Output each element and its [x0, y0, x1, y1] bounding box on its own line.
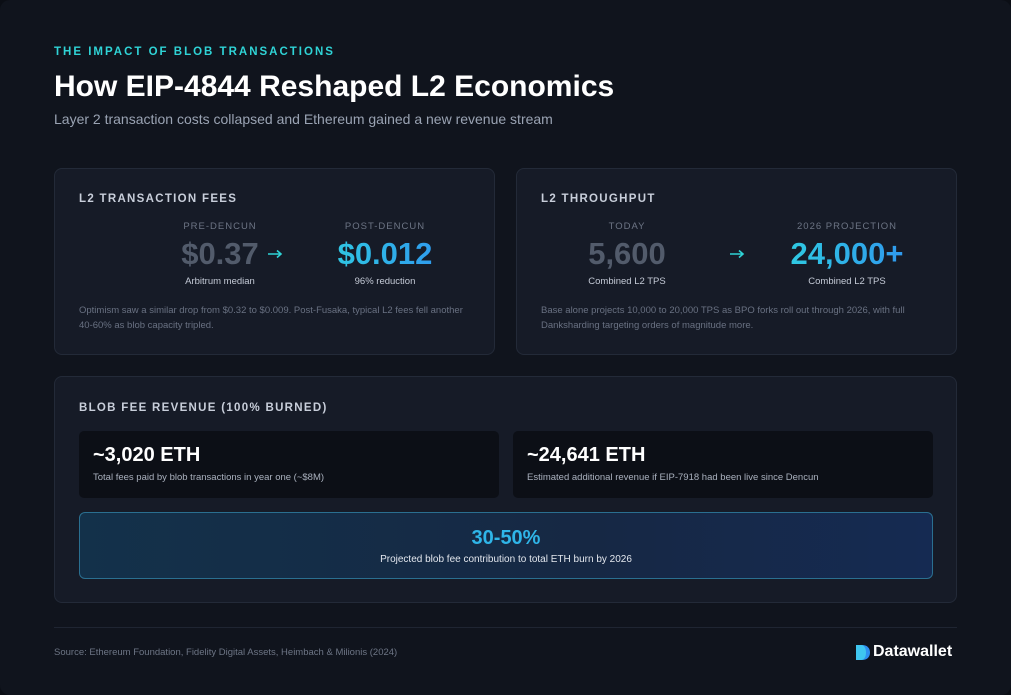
before-column: TODAY 5,600 Combined L2 TPS	[547, 221, 707, 287]
card-title: L2 TRANSACTION FEES	[79, 193, 238, 205]
stat-box: ~24,641 ETH Estimated additional revenue…	[513, 431, 933, 498]
title: How EIP-4844 Reshaped L2 Economics	[54, 70, 615, 103]
footer-rule	[54, 627, 957, 628]
stat-value: ~3,020 ETH	[93, 444, 201, 466]
highlight-label: Projected blob fee contribution to total…	[380, 554, 632, 565]
card-body: Base alone projects 10,000 to 20,000 TPS…	[541, 305, 905, 331]
card-body: Optimism saw a similar drop from $0.32 t…	[79, 305, 463, 331]
card-title: L2 THROUGHPUT	[541, 193, 656, 205]
fees-card: L2 TRANSACTION FEES PRE-DENCUN $0.37 Arb…	[54, 168, 495, 355]
column-note: Arbitrum median	[185, 276, 255, 287]
arrow	[730, 249, 745, 259]
arrow	[268, 249, 283, 259]
column-value: 24,000+	[767, 236, 927, 272]
column-label: PRE-DENCUN	[183, 221, 257, 232]
column-note: 96% reduction	[354, 276, 416, 287]
subtitle: Layer 2 transaction costs collapsed and …	[54, 111, 553, 127]
source: Source: Ethereum Foundation, Fidelity Di…	[54, 647, 398, 658]
column-label: TODAY	[608, 221, 646, 232]
column-value: 5,600	[588, 236, 666, 271]
after-column: POST-DENCUN $0.012 96% reduction	[305, 221, 465, 287]
stat-value: ~24,641 ETH	[527, 444, 646, 466]
column-note: Combined L2 TPS	[808, 276, 886, 287]
brand: Datawallet	[873, 643, 953, 660]
column-value: $0.37	[181, 236, 259, 271]
stat-label: Estimated additional revenue if EIP-7918…	[527, 472, 819, 483]
highlight-box: 30-50% Projected blob fee contribution t…	[79, 512, 933, 579]
brand-logo	[856, 645, 870, 660]
card-title: BLOB FEE REVENUE (100% BURNED)	[79, 402, 328, 414]
highlight-value: 30-50%	[471, 527, 541, 549]
column-note: Combined L2 TPS	[588, 276, 666, 287]
before-column: PRE-DENCUN $0.37 Arbitrum median	[140, 221, 300, 287]
column-value: $0.012	[305, 236, 465, 272]
revenue-card: BLOB FEE REVENUE (100% BURNED) ~3,020 ET…	[54, 376, 957, 603]
throughput-card: L2 THROUGHPUT TODAY 5,600 Combined L2 TP…	[516, 168, 957, 355]
stat-label: Total fees paid by blob transactions in …	[93, 472, 325, 483]
kicker: THE IMPACT OF BLOB TRANSACTIONS	[54, 46, 335, 58]
after-column: 2026 PROJECTION 24,000+ Combined L2 TPS	[767, 221, 927, 287]
column-label: POST-DENCUN	[344, 221, 426, 232]
column-label: 2026 PROJECTION	[797, 221, 897, 232]
stat-box: ~3,020 ETH Total fees paid by blob trans…	[79, 431, 499, 498]
